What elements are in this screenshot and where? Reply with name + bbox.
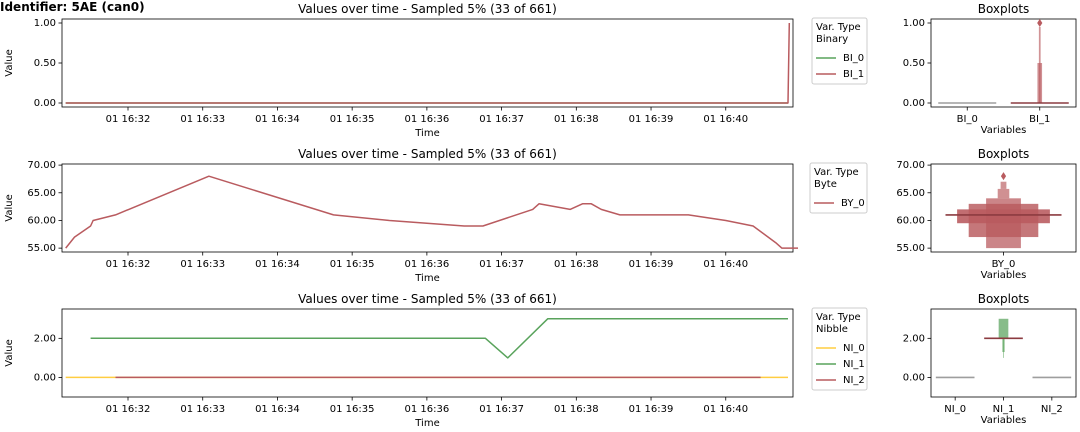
y-tick-label: 0.00 xyxy=(903,98,925,109)
legend-title: Var. Type xyxy=(814,167,859,178)
boxplot-level-BI_1 xyxy=(1038,27,1041,103)
y-tick-label: 0.00 xyxy=(34,98,56,109)
x-tick-label: 01 16:40 xyxy=(703,259,748,270)
x-tick-label: 01 16:35 xyxy=(330,114,375,125)
x-tick-label: 01 16:35 xyxy=(330,404,375,415)
boxplot-level-NI_1 xyxy=(998,318,1009,339)
x-tick-label: 01 16:37 xyxy=(479,259,524,270)
y-tick-label: 2.00 xyxy=(903,333,925,344)
y-tick-label: 55.00 xyxy=(27,243,56,254)
x-tick-label-NI_1: NI_1 xyxy=(993,404,1015,415)
boxplot-x-axis-label: Variables xyxy=(981,415,1027,426)
series-line-NI_1 xyxy=(90,318,788,359)
x-axis-label: Time xyxy=(414,128,439,139)
legend-title: Var. Type xyxy=(816,22,861,33)
boxplot-outlier-BI_1 xyxy=(1037,19,1043,27)
x-tick-label: 01 16:34 xyxy=(255,404,300,415)
boxplot-1-plot-area xyxy=(930,18,1077,108)
y-tick-label: 0.50 xyxy=(903,58,925,69)
x-axis-label: Time xyxy=(414,418,439,429)
legend-label-BY_0: BY_0 xyxy=(841,198,865,209)
y-axis-label: Value xyxy=(4,49,15,76)
boxplot-title: Boxplots xyxy=(978,292,1030,306)
boxplot-level-NI_1 xyxy=(1003,338,1004,358)
chart-title: Values over time - Sampled 5% (33 of 661… xyxy=(298,2,557,16)
legend-box xyxy=(811,307,868,391)
x-tick-label: 01 16:35 xyxy=(330,259,375,270)
chart-title: Values over time - Sampled 5% (33 of 661… xyxy=(298,147,557,161)
x-tick-label: 01 16:34 xyxy=(255,114,300,125)
legend-title: Nibble xyxy=(816,324,848,335)
y-tick-label: 70.00 xyxy=(896,160,925,171)
x-axis-label: Time xyxy=(414,273,439,284)
series-line-BY_0 xyxy=(65,175,798,249)
x-tick-label: 01 16:33 xyxy=(180,404,225,415)
x-tick-label: 01 16:34 xyxy=(255,259,300,270)
y-tick-label: 55.00 xyxy=(896,243,925,254)
x-tick-label: 01 16:37 xyxy=(479,404,524,415)
y-axis-label: Value xyxy=(4,194,15,221)
y-tick-label: 0.50 xyxy=(34,58,56,69)
y-axis-label: Value xyxy=(4,339,15,366)
x-tick-label: 01 16:36 xyxy=(405,259,450,270)
y-tick-label: 70.00 xyxy=(27,160,56,171)
legend-title: Var. Type xyxy=(816,312,861,323)
legend-title: Byte xyxy=(814,179,837,190)
legend-title: Binary xyxy=(816,34,848,45)
x-tick-label: 01 16:39 xyxy=(629,404,674,415)
boxplot-level-BY_0 xyxy=(986,198,1021,249)
y-tick-label: 0.00 xyxy=(903,372,925,383)
y-tick-label: 60.00 xyxy=(27,215,56,226)
boxplot-level-BY_0 xyxy=(1000,181,1007,189)
x-tick-label: 01 16:38 xyxy=(554,404,599,415)
x-tick-label: 01 16:38 xyxy=(554,114,599,125)
chart-title: Values over time - Sampled 5% (33 of 661… xyxy=(298,292,557,306)
x-tick-label: 01 16:32 xyxy=(106,114,151,125)
line-chart-1-plot-area xyxy=(61,18,794,108)
y-tick-label: 60.00 xyxy=(896,215,925,226)
boxplot-title: Boxplots xyxy=(978,2,1030,16)
x-tick-label-BI_1: BI_1 xyxy=(1029,114,1050,125)
x-tick-label: 01 16:39 xyxy=(629,114,674,125)
page-title: Identifier: 5AE (can0) xyxy=(0,0,145,14)
x-tick-label: 01 16:38 xyxy=(554,259,599,270)
legend-label-BI_1: BI_1 xyxy=(843,69,864,80)
boxplot-x-axis-label: Variables xyxy=(981,270,1027,281)
legend-label-NI_0: NI_0 xyxy=(843,343,865,354)
series-line-BI_1 xyxy=(65,22,791,104)
x-tick-label: 01 16:33 xyxy=(180,259,225,270)
x-tick-label: 01 16:40 xyxy=(703,404,748,415)
x-tick-label: 01 16:36 xyxy=(405,404,450,415)
line-chart-2-plot-area xyxy=(61,163,794,253)
y-tick-label: 65.00 xyxy=(896,188,925,199)
legend-label-BI_0: BI_0 xyxy=(843,53,864,64)
boxplot-x-axis-label: Variables xyxy=(981,125,1027,136)
legend-box xyxy=(809,162,868,214)
x-tick-label-NI_2: NI_2 xyxy=(1041,404,1063,415)
x-tick-label: 01 16:37 xyxy=(479,114,524,125)
boxplot-level-BY_0 xyxy=(997,188,1010,199)
x-tick-label: 01 16:32 xyxy=(106,259,151,270)
y-tick-label: 65.00 xyxy=(27,188,56,199)
x-tick-label: 01 16:40 xyxy=(703,114,748,125)
line-chart-3-plot-area xyxy=(61,308,794,398)
x-tick-label-BY_0: BY_0 xyxy=(992,259,1016,270)
boxplot-outlier-BY_0 xyxy=(1000,172,1007,181)
y-tick-label: 1.00 xyxy=(34,18,56,29)
legend-label-NI_2: NI_2 xyxy=(843,375,865,386)
legend-label-NI_1: NI_1 xyxy=(843,359,865,370)
x-tick-label: 01 16:33 xyxy=(180,114,225,125)
y-tick-label: 1.00 xyxy=(903,18,925,29)
x-tick-label-NI_0: NI_0 xyxy=(944,404,966,415)
x-tick-label-BI_0: BI_0 xyxy=(957,114,978,125)
y-tick-label: 0.00 xyxy=(34,372,56,383)
boxplot-title: Boxplots xyxy=(978,147,1030,161)
legend-box xyxy=(811,17,868,85)
x-tick-label: 01 16:32 xyxy=(106,404,151,415)
x-tick-label: 01 16:39 xyxy=(629,259,674,270)
x-tick-label: 01 16:36 xyxy=(405,114,450,125)
y-tick-label: 2.00 xyxy=(34,333,56,344)
